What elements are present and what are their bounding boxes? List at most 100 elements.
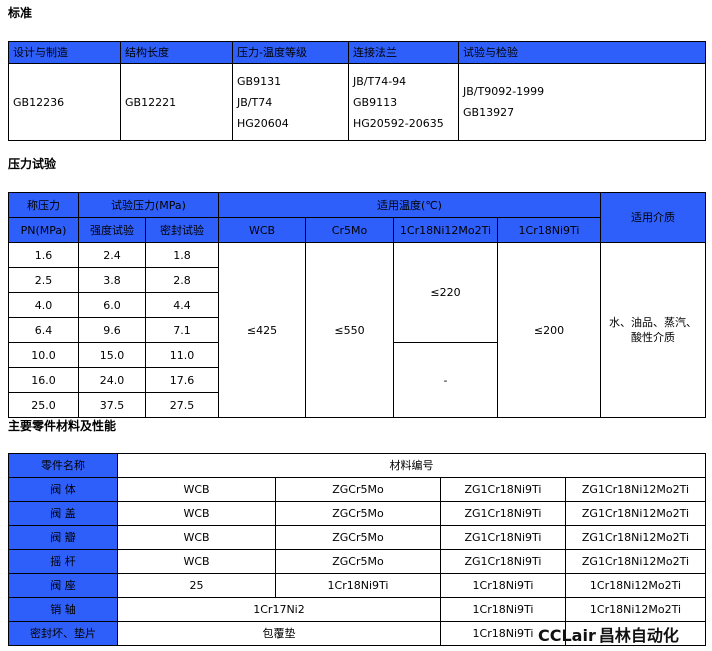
value-line: JB/T74 bbox=[237, 95, 273, 109]
cell-material-3: 1Cr18Ni9Ti bbox=[440, 597, 566, 622]
col-header-1cr18ni9ti: 1Cr18Ni9Ti bbox=[497, 217, 601, 243]
value-line: GB9113 bbox=[353, 95, 398, 109]
col-header-strength-test: 强度试验 bbox=[78, 217, 146, 243]
col-header-material-code: 材料编号 bbox=[117, 453, 706, 478]
cell-pn: 6.4 bbox=[8, 317, 79, 343]
cell-part-name: 阀 座 bbox=[8, 573, 118, 598]
cell-pn: 16.0 bbox=[8, 367, 79, 393]
cell-pn: 2.5 bbox=[8, 267, 79, 293]
cell-part-name: 阀 瓣 bbox=[8, 525, 118, 550]
col-header-test-pressure-group: 试验压力(MPa) bbox=[78, 192, 219, 218]
cell-material-1: 25 bbox=[117, 573, 276, 598]
table-row: 6.4 9.6 7.1 bbox=[8, 317, 706, 343]
value-line: JB/T9092-1999 bbox=[463, 85, 545, 98]
cell-material-merged: 1Cr17Ni2 bbox=[117, 597, 441, 622]
cell-material-2: ZGCr5Mo bbox=[275, 525, 441, 550]
page-title-pressure-test: 压力试验 bbox=[8, 157, 57, 171]
watermark-cjk-text: 昌林自动化 bbox=[598, 626, 679, 645]
cell-material-2: ZGCr5Mo bbox=[275, 549, 441, 574]
cell-material-3: ZG1Cr18Ni9Ti bbox=[440, 525, 566, 550]
table-row: GB12236 GB12221 GB9131 JB/T74 HG20604 JB… bbox=[8, 63, 706, 141]
cell-material-4: ZG1Cr18Ni12Mo2Ti bbox=[565, 501, 706, 526]
cell-part-name: 阀 体 bbox=[8, 477, 118, 502]
value-line: HG20604 bbox=[237, 116, 289, 130]
table-row: 阀 瓣 WCB ZGCr5Mo ZG1Cr18Ni9Ti ZG1Cr18Ni12… bbox=[8, 525, 706, 550]
cell-material-2: ZGCr5Mo bbox=[275, 477, 441, 502]
col-header-wcb: WCB bbox=[218, 217, 306, 243]
cell-strength-test: 37.5 bbox=[78, 392, 146, 418]
cell-strength-test: 6.0 bbox=[78, 292, 146, 318]
cell-connecting-flange: JB/T74-94 GB9113 HG20592-20635 bbox=[348, 63, 459, 141]
cell-material-2: ZGCr5Mo bbox=[275, 501, 441, 526]
table-row: 25.0 37.5 27.5 bbox=[8, 392, 706, 418]
table-row: 4.0 6.0 4.4 bbox=[8, 292, 706, 318]
col-header-design-manufacture: 设计与制造 bbox=[8, 41, 121, 64]
value-line: GB9131 bbox=[237, 74, 282, 88]
col-header-seal-test: 密封试验 bbox=[145, 217, 219, 243]
cell-part-name: 密封坏、垫片 bbox=[8, 621, 118, 646]
cell-material-1: WCB bbox=[117, 501, 276, 526]
cell-seal-test: 17.6 bbox=[145, 367, 219, 393]
cell-material-3: 1Cr18Ni9Ti bbox=[440, 573, 566, 598]
table-row: 10.0 15.0 11.0 - bbox=[8, 342, 706, 418]
cell-part-name: 摇 杆 bbox=[8, 549, 118, 574]
col-header-pressure-temperature-class: 压力-温度等级 bbox=[232, 41, 349, 64]
cell-seal-test: 11.0 bbox=[145, 342, 219, 368]
table-header-row-1: 称压力 试验压力(MPa) 适用温度(℃) 适用介质 bbox=[8, 192, 706, 243]
watermark-logo: CCLair 昌林自动化 bbox=[538, 622, 679, 646]
cell-strength-test: 3.8 bbox=[78, 267, 146, 293]
cell-part-name: 阀 盖 bbox=[8, 501, 118, 526]
page-title-parts-material: 主要零件材料及性能 bbox=[8, 419, 117, 433]
cell-material-4: 1Cr18Ni12Mo2Ti bbox=[565, 597, 706, 622]
cell-seal-test: 27.5 bbox=[145, 392, 219, 418]
cell-material-4: ZG1Cr18Ni12Mo2Ti bbox=[565, 549, 706, 574]
table-row: 阀 盖 WCB ZGCr5Mo ZG1Cr18Ni9Ti ZG1Cr18Ni12… bbox=[8, 501, 706, 526]
page-title-standard: 标准 bbox=[8, 6, 33, 20]
cell-material-4 bbox=[565, 621, 706, 646]
cell-material-3: ZG1Cr18Ni9Ti bbox=[440, 549, 566, 574]
cell-material-1: WCB bbox=[117, 525, 276, 550]
col-header-connecting-flange: 连接法兰 bbox=[348, 41, 459, 64]
col-header-nominal-pressure: 称压力 bbox=[8, 192, 79, 218]
cell-material-4: ZG1Cr18Ni12Mo2Ti bbox=[565, 525, 706, 550]
cell-structure-length: GB12221 bbox=[120, 63, 233, 141]
cell-material-merged: 包覆垫 bbox=[117, 621, 441, 646]
cell-applicable-medium: 水、油品、蒸汽、酸性介质 bbox=[600, 242, 706, 418]
cell-pn: 25.0 bbox=[8, 392, 79, 418]
cell-seal-test: 4.4 bbox=[145, 292, 219, 318]
col-header-1cr18ni12mo2ti: 1Cr18Ni12Mo2Ti bbox=[393, 217, 498, 243]
cell-material-4: 1Cr18Ni12Mo2Ti bbox=[565, 573, 706, 598]
cell-pn: 10.0 bbox=[8, 342, 79, 368]
watermark-latin-text: CCLair bbox=[538, 626, 596, 645]
col-header-applicable-temperature-group: 适用温度(℃) bbox=[218, 192, 601, 218]
cell-strength-test: 15.0 bbox=[78, 342, 146, 368]
cell-material-3: 1Cr18Ni9Ti bbox=[440, 621, 566, 646]
cell-test-inspection: JB/T9092-1999 GB13927 bbox=[458, 63, 706, 141]
cell-1cr18ni12mo2ti-temperature-bottom: - bbox=[393, 342, 498, 418]
table-row: 2.5 3.8 2.8 bbox=[8, 267, 706, 293]
cell-strength-test: 9.6 bbox=[78, 317, 146, 343]
cell-material-4: ZG1Cr18Ni12Mo2Ti bbox=[565, 477, 706, 502]
value-line: HG20592-20635 bbox=[353, 116, 444, 130]
cell-material-3: ZG1Cr18Ni9Ti bbox=[440, 501, 566, 526]
table-row: 阀 体 WCB ZGCr5Mo ZG1Cr18Ni9Ti ZG1Cr18Ni12… bbox=[8, 477, 706, 502]
table-row: 密封坏、垫片 包覆垫 1Cr18Ni9Ti bbox=[8, 621, 706, 646]
cell-part-name: 销 轴 bbox=[8, 597, 118, 622]
standards-table: 设计与制造 结构长度 压力-温度等级 连接法兰 试验与检验 GB12236 GB… bbox=[8, 41, 706, 141]
col-header-applicable-medium: 适用介质 bbox=[600, 192, 706, 243]
table-row: 阀 座 25 1Cr18Ni9Ti 1Cr18Ni9Ti 1Cr18Ni12Mo… bbox=[8, 573, 706, 598]
cell-material-3: ZG1Cr18Ni9Ti bbox=[440, 477, 566, 502]
cell-strength-test: 24.0 bbox=[78, 367, 146, 393]
table-row: 16.0 24.0 17.6 bbox=[8, 367, 706, 393]
col-header-nominal-pressure-unit: PN(MPa) bbox=[8, 217, 79, 243]
cell-material-1: WCB bbox=[117, 477, 276, 502]
cell-1cr18ni9ti-temperature: ≤200 bbox=[497, 242, 601, 418]
cell-pressure-temperature-class: GB9131 JB/T74 HG20604 bbox=[232, 63, 349, 141]
value-line: GB13927 bbox=[463, 106, 515, 119]
table-row: 1.6 2.4 1.8 ≤425 ≤550 ≤220 ≤200 水、油品、蒸汽、… bbox=[8, 242, 706, 418]
cell-material-2: 1Cr18Ni9Ti bbox=[275, 573, 441, 598]
col-header-test-inspection: 试验与检验 bbox=[458, 41, 706, 64]
cell-seal-test: 1.8 bbox=[145, 242, 219, 268]
cell-seal-test: 2.8 bbox=[145, 267, 219, 293]
cell-seal-test: 7.1 bbox=[145, 317, 219, 343]
